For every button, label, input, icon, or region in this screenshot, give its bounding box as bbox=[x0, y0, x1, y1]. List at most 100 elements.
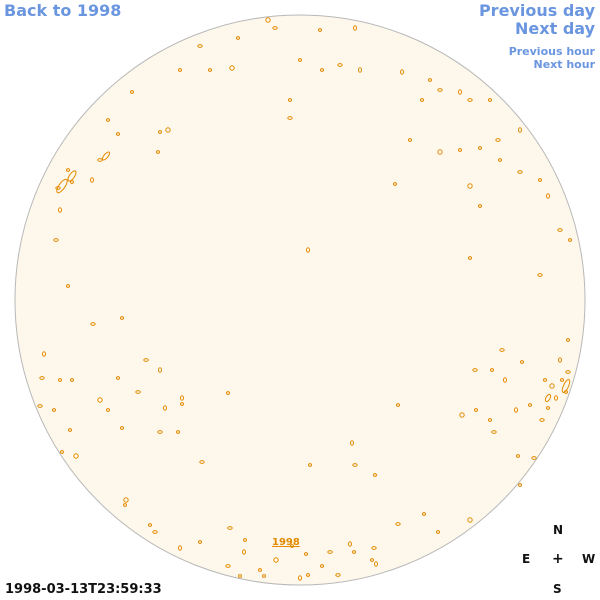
feature-contour bbox=[474, 408, 478, 412]
feature-contour bbox=[143, 358, 149, 362]
feature-contour bbox=[436, 530, 440, 534]
feature-contour bbox=[70, 378, 74, 382]
previous-day-link[interactable]: Previous day bbox=[478, 1, 595, 20]
compass-north: N bbox=[553, 523, 564, 537]
feature-contour bbox=[243, 538, 247, 542]
feature-contour bbox=[304, 552, 308, 556]
feature-contour bbox=[458, 148, 462, 152]
feature-contour bbox=[288, 98, 292, 102]
feature-contour bbox=[106, 118, 110, 122]
feature-contour bbox=[298, 58, 302, 62]
feature-contour bbox=[165, 127, 171, 133]
feature-contour bbox=[467, 98, 473, 102]
feature-contour bbox=[229, 65, 235, 71]
next-hour-link[interactable]: Next hour bbox=[533, 58, 596, 71]
feature-cluster bbox=[561, 379, 571, 393]
magnetic-features bbox=[37, 17, 572, 581]
feature-contour bbox=[52, 408, 56, 412]
feature-contour bbox=[272, 26, 278, 30]
back-to-year-link[interactable]: Back to 1998 bbox=[4, 1, 122, 20]
feature-contour bbox=[258, 568, 262, 572]
feature-contour bbox=[517, 170, 523, 174]
feature-contour bbox=[58, 378, 62, 382]
feature-contour bbox=[459, 412, 465, 418]
feature-contour bbox=[90, 322, 96, 326]
feature-contour bbox=[516, 454, 520, 458]
feature-contour bbox=[70, 180, 74, 184]
feature-contour bbox=[116, 132, 120, 136]
feature-contour bbox=[546, 193, 550, 199]
feature-contour bbox=[491, 430, 497, 434]
feature-contour bbox=[400, 69, 404, 75]
feature-contour bbox=[273, 557, 279, 563]
feature-contour bbox=[370, 558, 374, 562]
feature-contour bbox=[488, 98, 492, 102]
compass-east: E bbox=[522, 552, 531, 566]
feature-contour bbox=[53, 238, 59, 242]
feature-contour bbox=[90, 177, 94, 183]
feature-cluster bbox=[544, 393, 552, 403]
feature-contour bbox=[236, 36, 240, 40]
feature-contour bbox=[538, 178, 542, 182]
feature-contour bbox=[152, 530, 158, 534]
next-day-link[interactable]: Next day bbox=[515, 19, 595, 38]
feature-contour bbox=[531, 456, 537, 460]
feature-contour bbox=[180, 395, 184, 401]
feature-contour bbox=[472, 368, 478, 372]
feature-contour bbox=[320, 68, 324, 72]
feature-contour bbox=[208, 68, 212, 72]
feature-contour bbox=[227, 526, 233, 530]
year-marker-link[interactable]: 1998 bbox=[272, 537, 300, 548]
feature-contour bbox=[158, 367, 162, 373]
compass-south: S bbox=[553, 582, 562, 596]
feature-contour bbox=[352, 463, 358, 467]
feature-contour bbox=[437, 149, 443, 155]
feature-contour bbox=[298, 575, 302, 581]
feature-contour bbox=[58, 207, 62, 213]
feature-contour bbox=[199, 460, 205, 464]
feature-contour bbox=[158, 130, 162, 134]
feature-contour bbox=[468, 256, 472, 260]
feature-contour bbox=[290, 544, 294, 548]
feature-contour bbox=[148, 523, 152, 527]
feature-contour bbox=[42, 351, 46, 357]
feature-contour bbox=[350, 440, 354, 446]
feature-contour bbox=[420, 98, 424, 102]
feature-contour bbox=[478, 146, 482, 150]
feature-contour bbox=[97, 158, 103, 162]
feature-contour bbox=[106, 408, 110, 412]
feature-contour bbox=[408, 138, 412, 142]
feature-contour bbox=[490, 368, 494, 372]
feature-contour bbox=[327, 550, 333, 554]
feature-contour bbox=[197, 44, 203, 48]
feature-contour bbox=[549, 383, 555, 389]
feature-contour bbox=[318, 28, 322, 32]
feature-contour bbox=[543, 378, 547, 382]
feature-contour bbox=[467, 183, 473, 189]
feature-contour bbox=[262, 574, 266, 578]
feature-contour bbox=[422, 512, 426, 516]
feature-contour bbox=[178, 68, 182, 72]
feature-contour bbox=[238, 574, 242, 578]
feature-contour bbox=[539, 418, 545, 422]
feature-contour bbox=[306, 573, 310, 577]
solar-disk bbox=[14, 14, 586, 586]
feature-contour bbox=[393, 182, 397, 186]
feature-contour bbox=[371, 546, 377, 550]
feature-contour bbox=[565, 370, 571, 374]
feature-contour bbox=[546, 406, 550, 410]
feature-contour bbox=[528, 403, 532, 407]
feature-contour bbox=[374, 561, 378, 567]
feature-contour bbox=[396, 403, 400, 407]
feature-contour bbox=[554, 395, 558, 401]
feature-contour bbox=[320, 564, 324, 568]
feature-contour bbox=[518, 483, 522, 487]
feature-contour bbox=[428, 78, 432, 82]
feature-contour bbox=[373, 473, 377, 477]
feature-contour bbox=[287, 116, 293, 120]
feature-contour bbox=[73, 453, 79, 459]
feature-contour bbox=[395, 522, 401, 526]
previous-hour-link[interactable]: Previous hour bbox=[508, 45, 595, 58]
feature-cluster bbox=[56, 178, 68, 194]
